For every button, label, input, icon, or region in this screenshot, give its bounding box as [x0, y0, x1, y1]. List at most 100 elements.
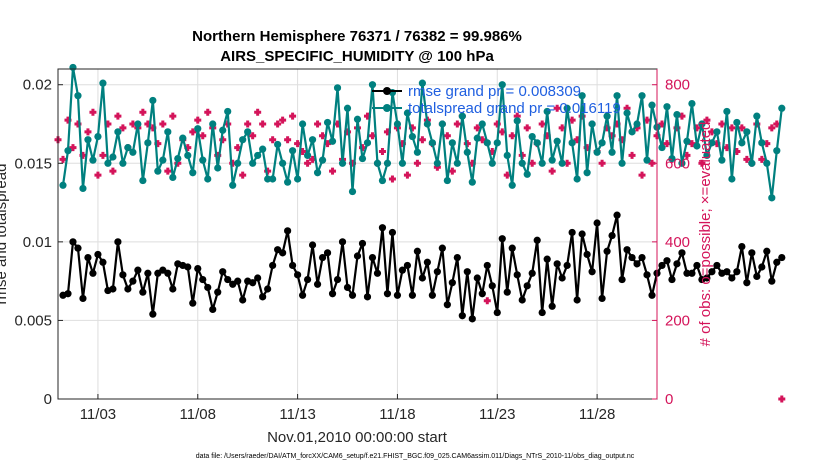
obs-count-marker [463, 140, 471, 148]
rmse-point [398, 266, 407, 274]
obs-count-marker [468, 159, 476, 167]
spread-point [129, 148, 137, 156]
rmse-point [239, 296, 247, 304]
rmse-point [593, 219, 601, 227]
rmse-point [733, 268, 741, 276]
obs-count-marker [633, 124, 641, 132]
spread-point [668, 154, 676, 163]
obs-count-marker [618, 136, 626, 144]
rmse-point [139, 288, 147, 296]
rmse-point [768, 277, 776, 285]
spread-point [458, 112, 466, 120]
obs-count-marker [528, 159, 536, 167]
spread-point [124, 143, 132, 152]
obs-count-marker [184, 144, 192, 152]
rmse-point [683, 269, 691, 277]
spread-point [583, 169, 591, 177]
spread-point [204, 175, 212, 183]
obs-count-marker [613, 120, 621, 128]
spread-point [284, 178, 292, 186]
spread-point [99, 79, 107, 87]
rmse-point [483, 261, 491, 270]
spread-point [708, 139, 716, 147]
obs-count-marker [523, 124, 531, 132]
spread-point [703, 151, 711, 160]
spread-point [179, 134, 187, 142]
obs-count-marker [363, 112, 371, 120]
obs-count-marker [129, 120, 137, 128]
rmse-point [508, 244, 516, 252]
rmse-point [518, 296, 526, 304]
obs-count-marker [508, 132, 516, 140]
spread-point [254, 151, 262, 160]
rmse-point [209, 305, 217, 314]
spread-point [353, 115, 362, 123]
obs-count-marker [104, 120, 112, 128]
rmse-point [608, 231, 616, 240]
spread-point [758, 139, 766, 147]
obs-count-marker [573, 136, 581, 144]
obs-count-marker [189, 128, 197, 136]
spread-point [518, 159, 526, 167]
obs-count-marker [638, 171, 646, 179]
rmse-point [89, 269, 97, 277]
obs-count-marker [758, 155, 766, 163]
rmse-point [643, 271, 651, 279]
obs-count-marker [344, 128, 352, 136]
rmse-point [773, 258, 781, 266]
spread-point [463, 148, 471, 156]
rmse-point [79, 294, 87, 303]
spread-point [448, 139, 456, 147]
legend: rmse grand pr = 0.008309 totalspread gra… [372, 83, 621, 117]
obs-count-marker [688, 140, 696, 148]
obs-count-marker [169, 112, 177, 120]
rmse-point [373, 269, 382, 277]
spread-point [543, 107, 551, 116]
spread-point [513, 117, 521, 125]
obs-count-marker [114, 112, 122, 120]
y-right-tick-label: 400 [665, 234, 690, 251]
rmse-point [423, 258, 431, 266]
rmse-point [743, 279, 751, 287]
rmse-point [313, 280, 322, 288]
rmse-point [358, 239, 367, 248]
spread-point [698, 120, 706, 128]
spread-point [393, 120, 402, 128]
spread-point [139, 176, 147, 185]
spread-point [683, 137, 691, 145]
spread-point [438, 120, 446, 128]
obs-count-marker [109, 167, 117, 175]
spread-point [169, 173, 177, 182]
rmse-point [284, 227, 292, 235]
obs-count-marker [194, 116, 202, 124]
spread-point [239, 136, 247, 144]
obs-count-marker [299, 148, 307, 155]
rmse-point [189, 299, 197, 307]
rmse-point [488, 282, 496, 290]
obs-count-marker [488, 148, 496, 155]
spread-point [593, 148, 601, 156]
obs-count-marker [304, 159, 312, 167]
obs-count-marker [663, 140, 671, 148]
spread-point [134, 120, 142, 128]
rmse-point [308, 241, 317, 249]
rmse-point [254, 274, 262, 282]
spread-point [558, 159, 566, 167]
spread-point [523, 170, 531, 178]
rmse-point [438, 244, 446, 252]
y-left-tick-label: 0.02 [23, 77, 52, 94]
spread-point [219, 126, 227, 134]
obs-count-marker [738, 124, 746, 132]
rmse-point [348, 291, 357, 299]
obs-count-marker [329, 167, 337, 175]
spread-point [174, 154, 182, 163]
rmse-point [134, 266, 142, 274]
obs-count-marker [239, 171, 247, 179]
spread-point [753, 112, 761, 120]
obs-count-marker [59, 155, 67, 163]
rmse-point [363, 293, 372, 301]
obs-count-marker [568, 116, 576, 124]
spread-point [563, 104, 571, 112]
obs-count-marker [418, 136, 426, 144]
legend-rmse-marker [383, 87, 391, 95]
